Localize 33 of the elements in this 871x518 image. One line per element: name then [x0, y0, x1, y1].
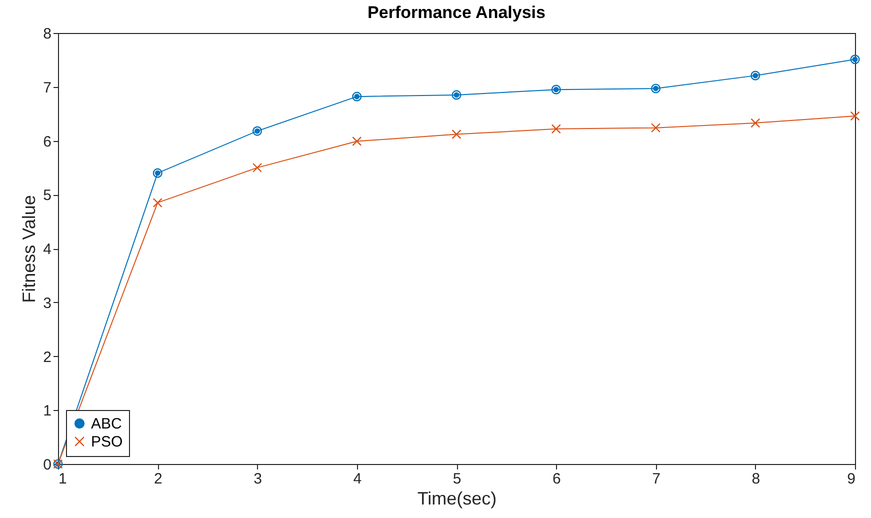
y-tick-label: 8 [43, 26, 52, 42]
y-tick-label: 2 [43, 348, 52, 366]
x-tick-label: 5 [452, 470, 462, 488]
x-tick-label: 6 [552, 470, 561, 488]
x-tick-label: 4 [353, 470, 362, 488]
x-tick-label: 1 [58, 470, 67, 488]
x-tick-label: 8 [752, 470, 760, 488]
point [551, 124, 561, 134]
x-tick-label: 9 [847, 470, 856, 488]
point [452, 130, 462, 140]
point [650, 84, 661, 94]
y-tick-label: 4 [43, 241, 52, 258]
y-tick-label: 7 [43, 79, 52, 96]
legend-label: PSO [91, 434, 123, 450]
y-tick-label: 3 [43, 294, 52, 312]
y-tick-label: 1 [43, 402, 52, 420]
y-axis-title: Fitness Value [19, 195, 40, 303]
x-tick-label: 7 [652, 470, 660, 488]
point [252, 126, 262, 136]
y-tick-label: 5 [43, 187, 52, 204]
legend-label: ABC [91, 416, 122, 432]
point [750, 118, 760, 128]
x-tick-label: 2 [154, 470, 162, 488]
chart-title: Performance Analysis [368, 3, 546, 22]
point [252, 162, 262, 172]
point [352, 136, 362, 146]
x-axis-title: Time(sec) [417, 488, 497, 508]
y-tick-label: 6 [43, 133, 52, 150]
x-tick-label: 3 [254, 470, 262, 488]
point [850, 111, 860, 121]
point [152, 198, 162, 208]
point [650, 123, 661, 133]
y-tick-label: 0 [43, 456, 52, 474]
